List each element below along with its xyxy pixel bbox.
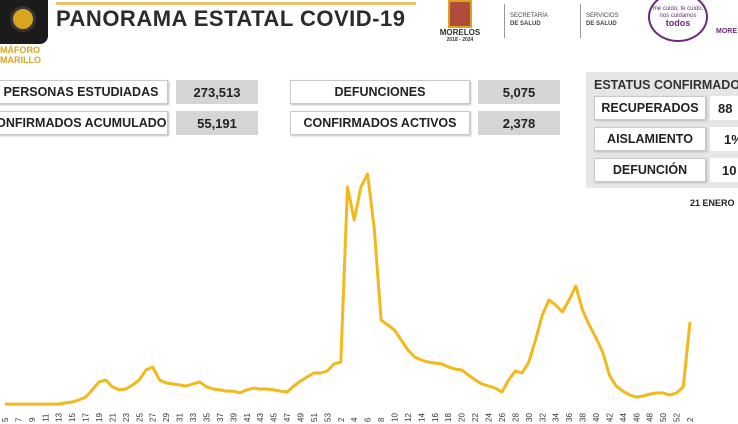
logo-text: SECRETARÍA [510,13,548,19]
x-tick-label: 40 [592,413,601,422]
x-tick-label: 18 [444,413,453,422]
logo-text: MORELOS [439,28,481,37]
semaforo-line: MÁFORO [0,45,40,55]
status-panel: ESTATUS CONFIRMADO RECUPERADOS 88 AISLAM… [586,72,738,188]
x-tick-label: 33 [189,413,198,422]
secretaria-logo: SECRETARÍA DE SALUD [510,12,548,28]
stat-label: CONFIRMADOS ACTIVOS [290,111,470,135]
x-tick-label: 51 [310,413,319,422]
divider [504,4,505,38]
status-label: DEFUNCIÓN [594,158,706,182]
x-tick-label: 2 [686,417,695,422]
x-tick-label: 11 [41,413,50,422]
status-label: AISLAMIENTO [594,127,706,151]
x-tick-label: 4 [350,417,359,422]
x-tick-label: 47 [283,413,292,422]
x-tick-label: 43 [256,413,265,422]
x-tick-label: 26 [498,413,507,422]
stat-value: 5,075 [478,80,560,104]
semaforo-line: MARILLO [0,55,41,65]
top-bar [56,2,416,5]
line [5,172,692,406]
x-tick-label: 24 [485,413,494,422]
x-tick-label: 34 [552,413,561,422]
x-tick-label: 13 [55,413,64,422]
stat-value: 55,191 [176,111,258,135]
logo-text: DE SALUD [586,21,617,27]
divider [580,4,581,38]
x-tick-label: 14 [417,413,426,422]
status-title: ESTATUS CONFIRMADO [594,78,738,92]
x-tick-label: 48 [646,413,655,422]
x-tick-label: 10 [391,413,400,422]
x-tick-label: 32 [538,413,547,422]
x-tick-label: 52 [673,413,682,422]
x-tick-label: 45 [270,413,279,422]
date: 21 ENERO [690,198,735,208]
x-tick-label: 6 [364,417,373,422]
x-tick-label: 23 [122,413,131,422]
servicios-logo: SERVICIOS DE SALUD [586,12,619,28]
stat-label: DEFUNCIONES [290,80,470,104]
x-tick-label: 19 [95,413,104,422]
semaforo-icon [0,0,48,44]
x-tick-label: 15 [68,413,77,422]
x-tick-label: 35 [202,413,211,422]
x-tick-label: 20 [458,413,467,422]
x-tick-label: 39 [229,413,238,422]
light [10,6,36,32]
x-tick-label: 16 [431,413,440,422]
title: PANORAMA ESTATAL COVID-19 [56,6,406,31]
logo-text: 2018 - 2024 [446,37,474,43]
x-tick-label: 17 [82,413,91,422]
x-tick-label: 22 [471,413,480,422]
logo-text: todos [665,18,691,28]
stat-value: 2,378 [478,111,560,135]
status-value: 88 [710,96,738,120]
cuido-logo: me cuido, te cuido, nos cuidamos todos [648,0,708,42]
x-tick-label: 27 [149,413,158,422]
x-tick-label: 41 [243,413,252,422]
x-tick-label: 12 [404,413,413,422]
x-tick-label: 7 [14,417,23,422]
x-tick-label: 2 [337,417,346,422]
morelos-logo: MORELOS 2018 - 2024 [438,28,482,43]
semaforo-label: MÁFORO MARILLO [0,45,41,65]
x-tick-label: 21 [108,413,117,422]
x-tick-label: 29 [162,413,171,422]
x-tick-label: 5 [1,417,10,422]
x-tick-label: 50 [659,413,668,422]
logo-text: DE SALUD [510,21,541,27]
x-tick-label: 31 [176,413,185,422]
x-tick-label: 44 [619,413,628,422]
logo-text: MORE [716,28,737,35]
x-tick-label: 38 [579,413,588,422]
stat-label: PERSONAS ESTUDIADAS [0,80,168,104]
status-value: 10 [710,158,738,182]
x-tick-label: 36 [565,413,574,422]
morelos-crest [448,0,472,28]
status-label: RECUPERADOS [594,96,706,120]
logo-text: me cuido, te cuido, [652,6,704,12]
x-tick-label: 42 [605,413,614,422]
logo-text: nos cuidamos [659,13,697,19]
x-tick-label: 28 [511,413,520,422]
stat-label: CONFIRMADOS ACUMULADOS [0,111,168,135]
status-value: 1% [710,127,738,151]
stat-value: 273,513 [176,80,258,104]
x-tick-label: 53 [323,413,332,422]
x-tick-label: 9 [28,417,37,422]
x-tick-label: 30 [525,413,534,422]
x-tick-label: 49 [296,413,305,422]
x-tick-label: 25 [135,413,144,422]
x-tick-label: 37 [216,413,225,422]
x-tick-label: 8 [377,417,386,422]
x-tick-label: 46 [632,413,641,422]
logo-text: SERVICIOS [586,13,619,19]
